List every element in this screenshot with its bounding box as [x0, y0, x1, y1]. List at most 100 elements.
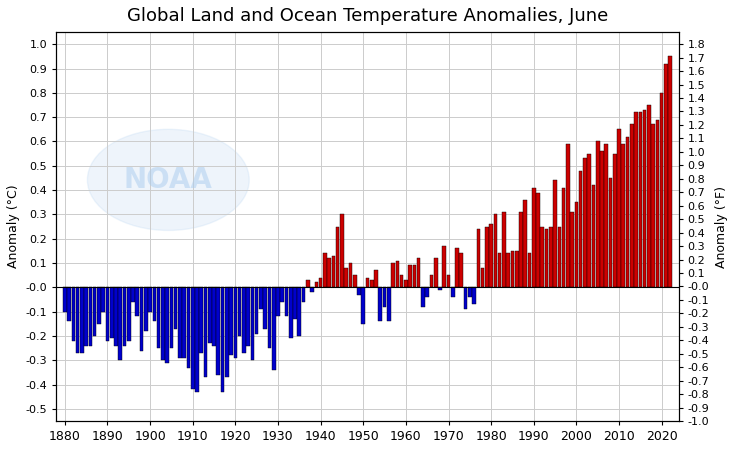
Bar [199, 287, 203, 353]
Bar [170, 287, 173, 348]
Bar [532, 188, 536, 287]
Bar [596, 141, 600, 287]
Bar [229, 287, 233, 356]
Bar [272, 287, 276, 370]
Bar [498, 253, 501, 287]
Bar [153, 287, 156, 321]
Bar [485, 226, 489, 287]
Bar [404, 280, 408, 287]
Bar [140, 287, 143, 351]
Bar [438, 287, 442, 290]
Bar [412, 266, 416, 287]
Bar [144, 287, 148, 331]
Bar [345, 268, 348, 287]
Bar [447, 275, 451, 287]
Bar [545, 229, 548, 287]
Bar [634, 112, 638, 287]
Bar [409, 266, 412, 287]
Bar [464, 287, 467, 309]
Bar [519, 212, 523, 287]
Bar [664, 63, 667, 287]
Bar [549, 226, 553, 287]
Bar [63, 287, 67, 312]
Bar [246, 287, 250, 346]
Bar [327, 258, 331, 287]
Bar [579, 171, 582, 287]
Bar [383, 287, 387, 307]
Bar [110, 287, 113, 338]
Bar [502, 212, 506, 287]
Bar [85, 287, 88, 346]
Bar [310, 287, 314, 292]
Bar [622, 144, 625, 287]
Bar [587, 153, 591, 287]
Bar [220, 287, 224, 392]
Bar [319, 278, 323, 287]
Bar [263, 287, 267, 328]
Bar [562, 188, 565, 287]
Bar [362, 287, 365, 324]
Bar [127, 287, 131, 341]
Bar [178, 287, 182, 358]
Bar [656, 120, 659, 287]
Bar [357, 287, 361, 295]
Bar [481, 268, 484, 287]
Bar [148, 287, 152, 312]
Bar [494, 214, 497, 287]
Y-axis label: Anomaly (°C): Anomaly (°C) [7, 185, 20, 268]
Bar [289, 287, 293, 338]
Bar [583, 158, 587, 287]
Bar [135, 287, 139, 316]
Bar [553, 180, 557, 287]
Bar [89, 287, 92, 346]
Bar [196, 287, 198, 392]
Circle shape [87, 129, 249, 230]
Bar [251, 287, 254, 360]
Bar [592, 185, 595, 287]
Bar [255, 287, 259, 333]
Bar [353, 275, 356, 287]
Bar [161, 287, 165, 360]
Bar [302, 287, 305, 302]
Bar [187, 287, 190, 368]
Bar [490, 224, 493, 287]
Bar [293, 287, 297, 319]
Bar [276, 287, 280, 316]
Bar [242, 287, 245, 353]
Bar [284, 287, 288, 316]
Bar [379, 287, 382, 321]
Bar [442, 246, 446, 287]
Bar [451, 287, 454, 297]
Bar [114, 287, 118, 346]
Bar [174, 287, 177, 328]
Bar [668, 56, 672, 287]
Bar [71, 287, 75, 341]
Bar [643, 110, 646, 287]
Bar [613, 153, 617, 287]
Bar [348, 263, 352, 287]
Bar [421, 287, 425, 307]
Bar [400, 275, 404, 287]
Bar [212, 287, 216, 346]
Bar [217, 287, 220, 375]
Bar [600, 151, 603, 287]
Bar [68, 287, 71, 321]
Bar [630, 125, 634, 287]
Bar [336, 226, 340, 287]
Bar [323, 253, 326, 287]
Bar [604, 144, 608, 287]
Bar [93, 287, 96, 336]
Bar [391, 263, 395, 287]
Bar [157, 287, 160, 348]
Y-axis label: Anomaly (°F): Anomaly (°F) [715, 185, 728, 268]
Bar [370, 280, 373, 287]
Bar [511, 251, 514, 287]
Bar [570, 212, 574, 287]
Bar [609, 178, 612, 287]
Bar [506, 253, 510, 287]
Bar [395, 261, 399, 287]
Bar [101, 287, 105, 312]
Bar [106, 287, 110, 341]
Bar [374, 270, 378, 287]
Bar [208, 287, 212, 343]
